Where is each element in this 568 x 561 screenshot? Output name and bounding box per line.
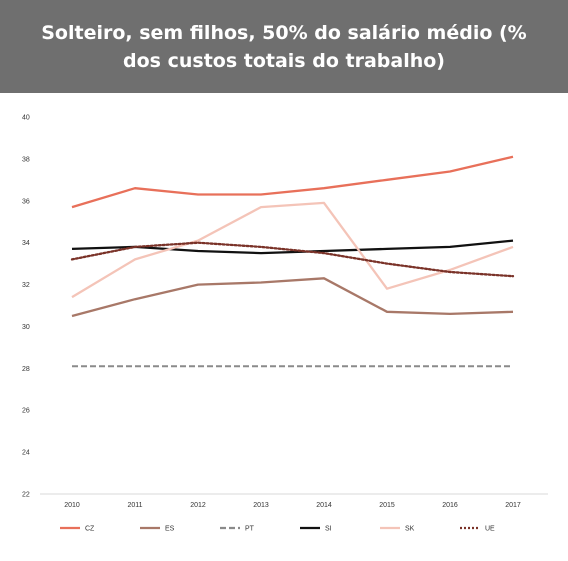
x-tick-label: 2010 <box>64 502 80 509</box>
y-tick-label: 36 <box>22 198 30 205</box>
legend-label-si: SI <box>325 526 332 533</box>
x-tick-label: 2014 <box>316 502 332 509</box>
y-tick-label: 26 <box>22 408 30 415</box>
chart-title-bar: Solteiro, sem filhos, 50% do salário méd… <box>0 0 568 93</box>
x-tick-label: 2017 <box>505 502 521 509</box>
x-tick-label: 2013 <box>253 502 269 509</box>
series-line-ue <box>70 241 515 278</box>
series-line-sk <box>71 201 514 299</box>
y-tick-label: 38 <box>22 156 30 163</box>
series-line-cz <box>71 155 514 209</box>
series-line-si <box>71 239 514 255</box>
legend-label-sk: SK <box>405 526 415 533</box>
line-chart: 22 24 26 28 30 32 34 36 38 40 2010 2011 2012 2013 2014… <box>22 115 548 533</box>
x-tick-label: 2011 <box>127 502 142 509</box>
y-tick-label: 32 <box>22 282 30 289</box>
x-tick-label: 2012 <box>190 502 206 509</box>
chart-title: Solteiro, sem filhos, 50% do salário méd… <box>41 21 527 72</box>
y-tick-label: 30 <box>22 324 30 331</box>
x-tick-label: 2015 <box>379 502 395 509</box>
y-tick-label: 34 <box>22 240 30 247</box>
y-tick-label: 40 <box>22 115 30 122</box>
y-tick-label: 22 <box>22 492 30 499</box>
y-tick-label: 28 <box>22 366 30 373</box>
legend-label-pt: PT <box>245 526 255 533</box>
legend-label-ue: UE <box>485 526 495 533</box>
legend-label-cz: CZ <box>85 526 95 533</box>
y-tick-label: 24 <box>22 450 30 457</box>
x-tick-label: 2016 <box>442 502 458 509</box>
series-line-es <box>71 277 514 318</box>
legend-label-es: ES <box>165 526 175 533</box>
